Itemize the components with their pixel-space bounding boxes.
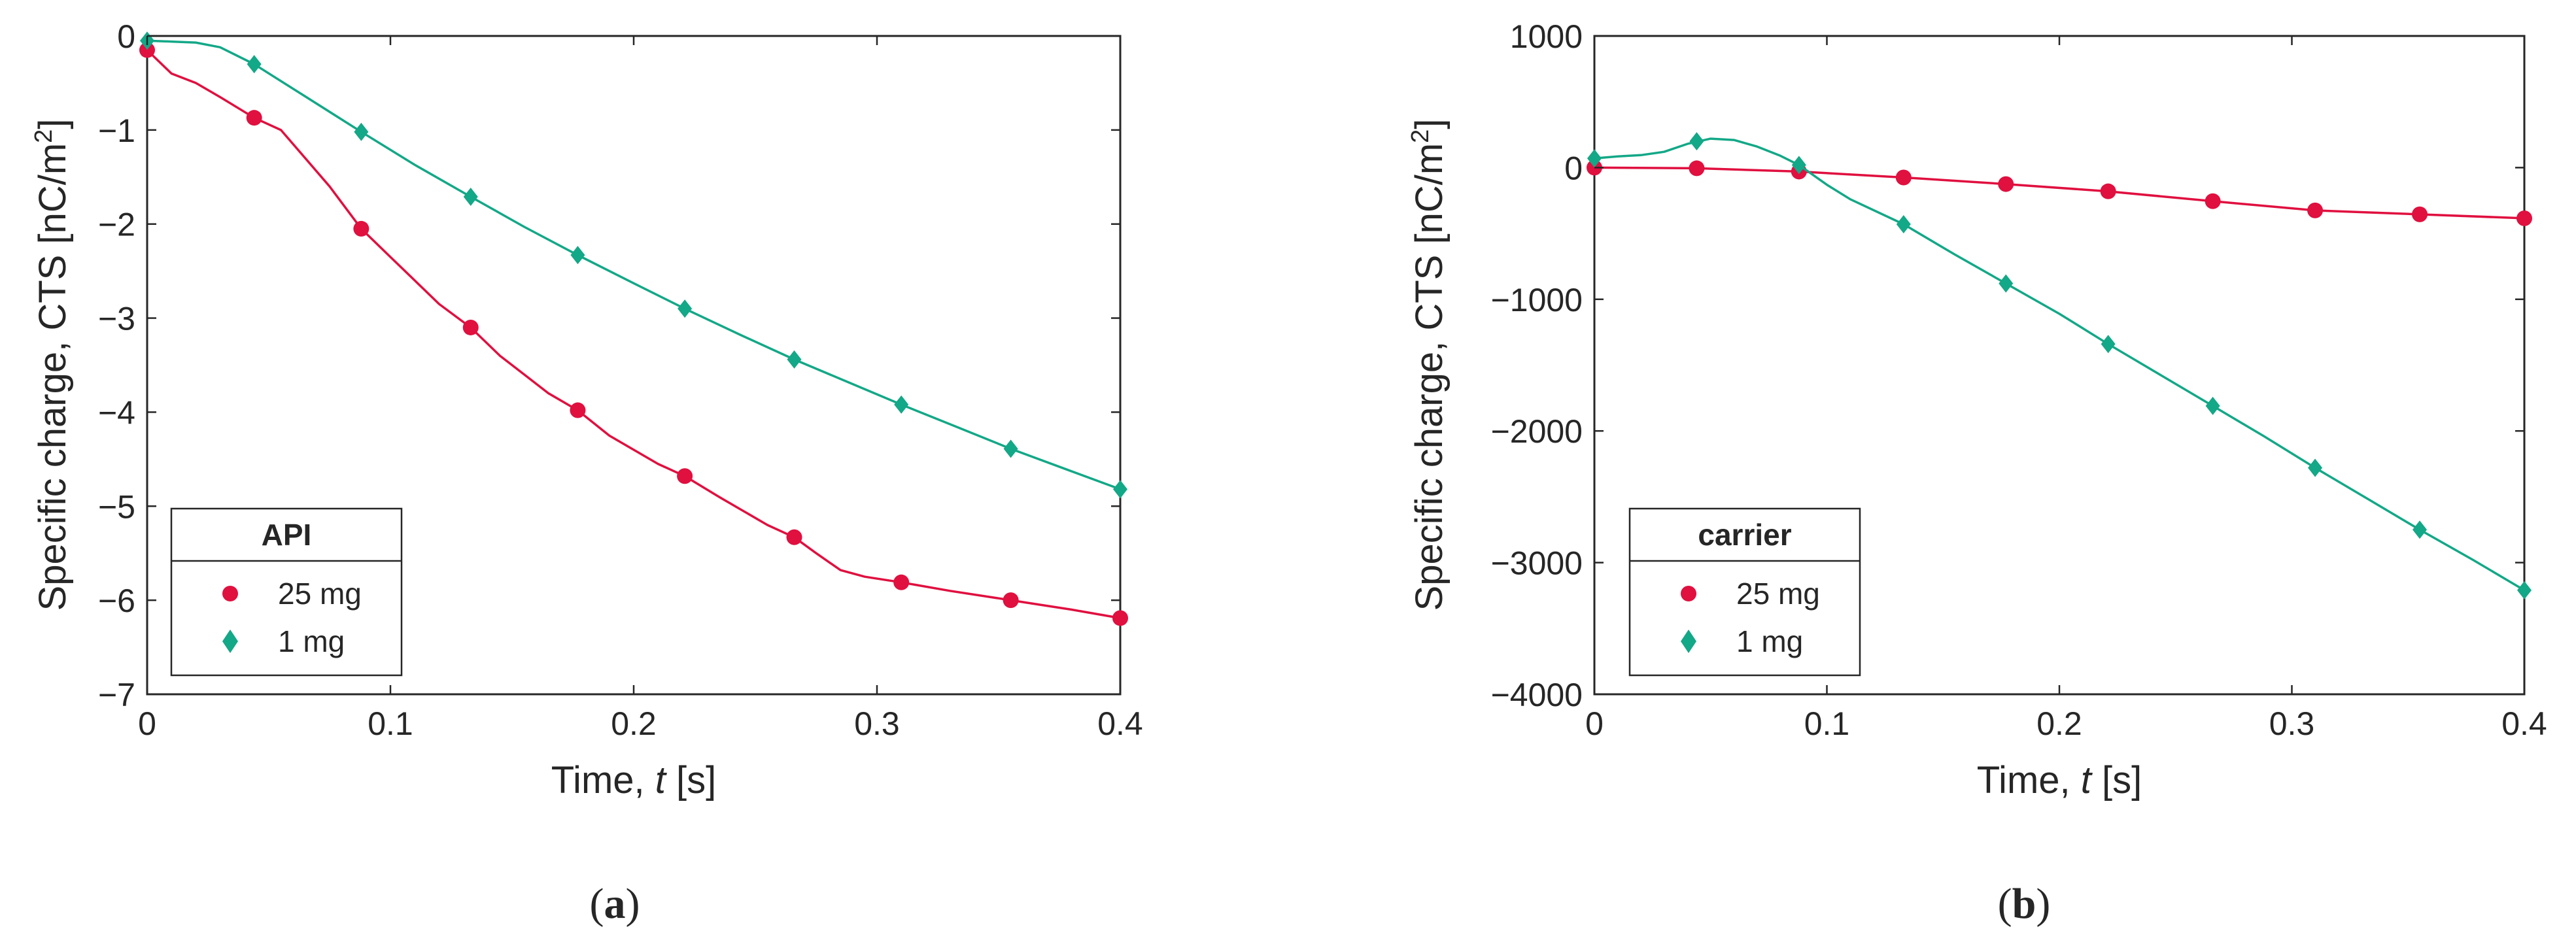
data-point-1mg (354, 122, 369, 141)
y-axis-label: Specific charge, CTS [nC/m2] (1407, 119, 1451, 611)
data-point-1mg (2413, 520, 2428, 539)
x-tick-label: 0.4 (1097, 705, 1143, 742)
data-point-1mg (463, 187, 478, 206)
data-point-25mg (786, 529, 802, 545)
legend-title: carrier (1698, 518, 1791, 552)
data-point-1mg (1999, 274, 2014, 293)
panel-label-b: (b) (1998, 880, 2051, 928)
x-axis-label: Time, t [s] (1977, 759, 2142, 801)
y-tick-label: 0 (1564, 150, 1583, 186)
data-point-1mg (1587, 149, 1602, 168)
data-point-1mg (570, 246, 585, 265)
data-point-25mg (2412, 206, 2428, 222)
legend-title: API (262, 518, 312, 552)
x-tick-label: 0.2 (611, 705, 657, 742)
data-point-25mg (2100, 183, 2116, 199)
data-point-25mg (1112, 610, 1128, 626)
y-tick-label: −7 (98, 677, 135, 713)
legend-marker-25mg (1681, 586, 1696, 601)
data-point-25mg (2307, 202, 2324, 218)
y-tick-label: −1000 (1491, 282, 1583, 318)
data-point-1mg (247, 55, 262, 74)
x-tick-label: 0 (138, 705, 156, 742)
chart-panel-b: 0 0.1 0.2 0.3 0.4 10000−1000−2000−3000−4000 … (1407, 18, 2547, 928)
data-point-25mg (462, 319, 479, 335)
x-tick-label: 0.1 (1804, 705, 1850, 742)
data-point-1mg (2101, 335, 2116, 354)
series-layer (139, 31, 1128, 626)
data-point-25mg (1003, 592, 1019, 609)
data-point-25mg (893, 574, 910, 590)
legend: carrier 25 mg 1 mg (1628, 507, 1861, 677)
data-point-25mg (677, 468, 693, 484)
panel-label-a: (a) (590, 880, 640, 928)
data-point-25mg (139, 42, 155, 58)
y-tick-label: −4 (98, 394, 135, 431)
y-axis-ticks: 0 −1 −2 −3 −4 −5 −6 −7 (98, 18, 1120, 713)
legend-label-25mg: 25 mg (278, 577, 362, 611)
y-tick-label: −5 (98, 488, 135, 525)
legend-box (1628, 507, 1861, 677)
y-tick-label: 0 (117, 18, 135, 55)
legend-marker-25mg (222, 586, 238, 601)
legend: API 25 mg 1 mg (170, 507, 403, 677)
x-tick-label: 0.3 (2269, 705, 2315, 742)
data-point-25mg (246, 110, 262, 126)
y-tick-label: 1000 (1510, 18, 1583, 55)
x-tick-label: 0.4 (2501, 705, 2547, 742)
y-tick-label: −3 (98, 301, 135, 337)
data-point-1mg (1896, 215, 1911, 234)
y-tick-label: −4000 (1491, 677, 1583, 713)
x-axis-ticks: 0 0.1 0.2 0.3 0.4 (138, 36, 1143, 742)
legend-marker-1mg (222, 630, 238, 653)
data-point-1mg (1003, 439, 1018, 458)
data-point-1mg (1791, 156, 1806, 175)
data-point-1mg (678, 299, 693, 318)
data-point-25mg (570, 402, 586, 418)
x-tick-label: 0 (1585, 705, 1604, 742)
series-line-25mg (1594, 166, 2525, 220)
x-axis-ticks: 0 0.1 0.2 0.3 0.4 (1585, 36, 2547, 742)
data-point-1mg (1113, 480, 1127, 499)
y-axis-label: Specific charge, CTS [nC/m2] (30, 119, 74, 611)
legend-label-1mg: 1 mg (278, 624, 345, 658)
legend-box (170, 507, 403, 677)
x-axis-label: Time, t [s] (551, 759, 716, 801)
legend-label-1mg: 1 mg (1736, 624, 1803, 658)
data-point-25mg (2516, 210, 2532, 226)
x-tick-label: 0.3 (854, 705, 900, 742)
x-tick-label: 0.2 (2036, 705, 2082, 742)
data-point-25mg (1998, 176, 2014, 192)
series-layer (1587, 132, 2532, 599)
legend-label-25mg: 25 mg (1736, 577, 1820, 611)
y-tick-label: −2 (98, 207, 135, 243)
y-tick-label: −3000 (1491, 545, 1583, 582)
y-axis-ticks: 1000 0 −1000 −2000 −3000 −4000 (1491, 18, 2524, 713)
data-point-1mg (1689, 132, 1704, 151)
chart-panel-a: 0 0.1 0.2 0.3 0.4 0 −1 −2 −3 −4 −5 −6 −7 Time, t [s… (30, 18, 1143, 928)
data-point-25mg (1895, 169, 1912, 186)
x-tick-label: 0.1 (368, 705, 413, 742)
data-point-1mg (894, 395, 909, 414)
y-tick-label: −1 (98, 112, 135, 149)
data-point-25mg (353, 220, 369, 237)
data-point-1mg (2205, 396, 2220, 415)
data-point-25mg (2205, 193, 2221, 209)
data-point-1mg (2308, 458, 2323, 477)
data-point-1mg (2517, 581, 2532, 599)
y-tick-label: −2000 (1491, 413, 1583, 450)
y-tick-label: −6 (98, 582, 135, 619)
data-point-1mg (787, 350, 802, 369)
legend-marker-1mg (1681, 630, 1696, 653)
data-point-25mg (1689, 160, 1705, 177)
